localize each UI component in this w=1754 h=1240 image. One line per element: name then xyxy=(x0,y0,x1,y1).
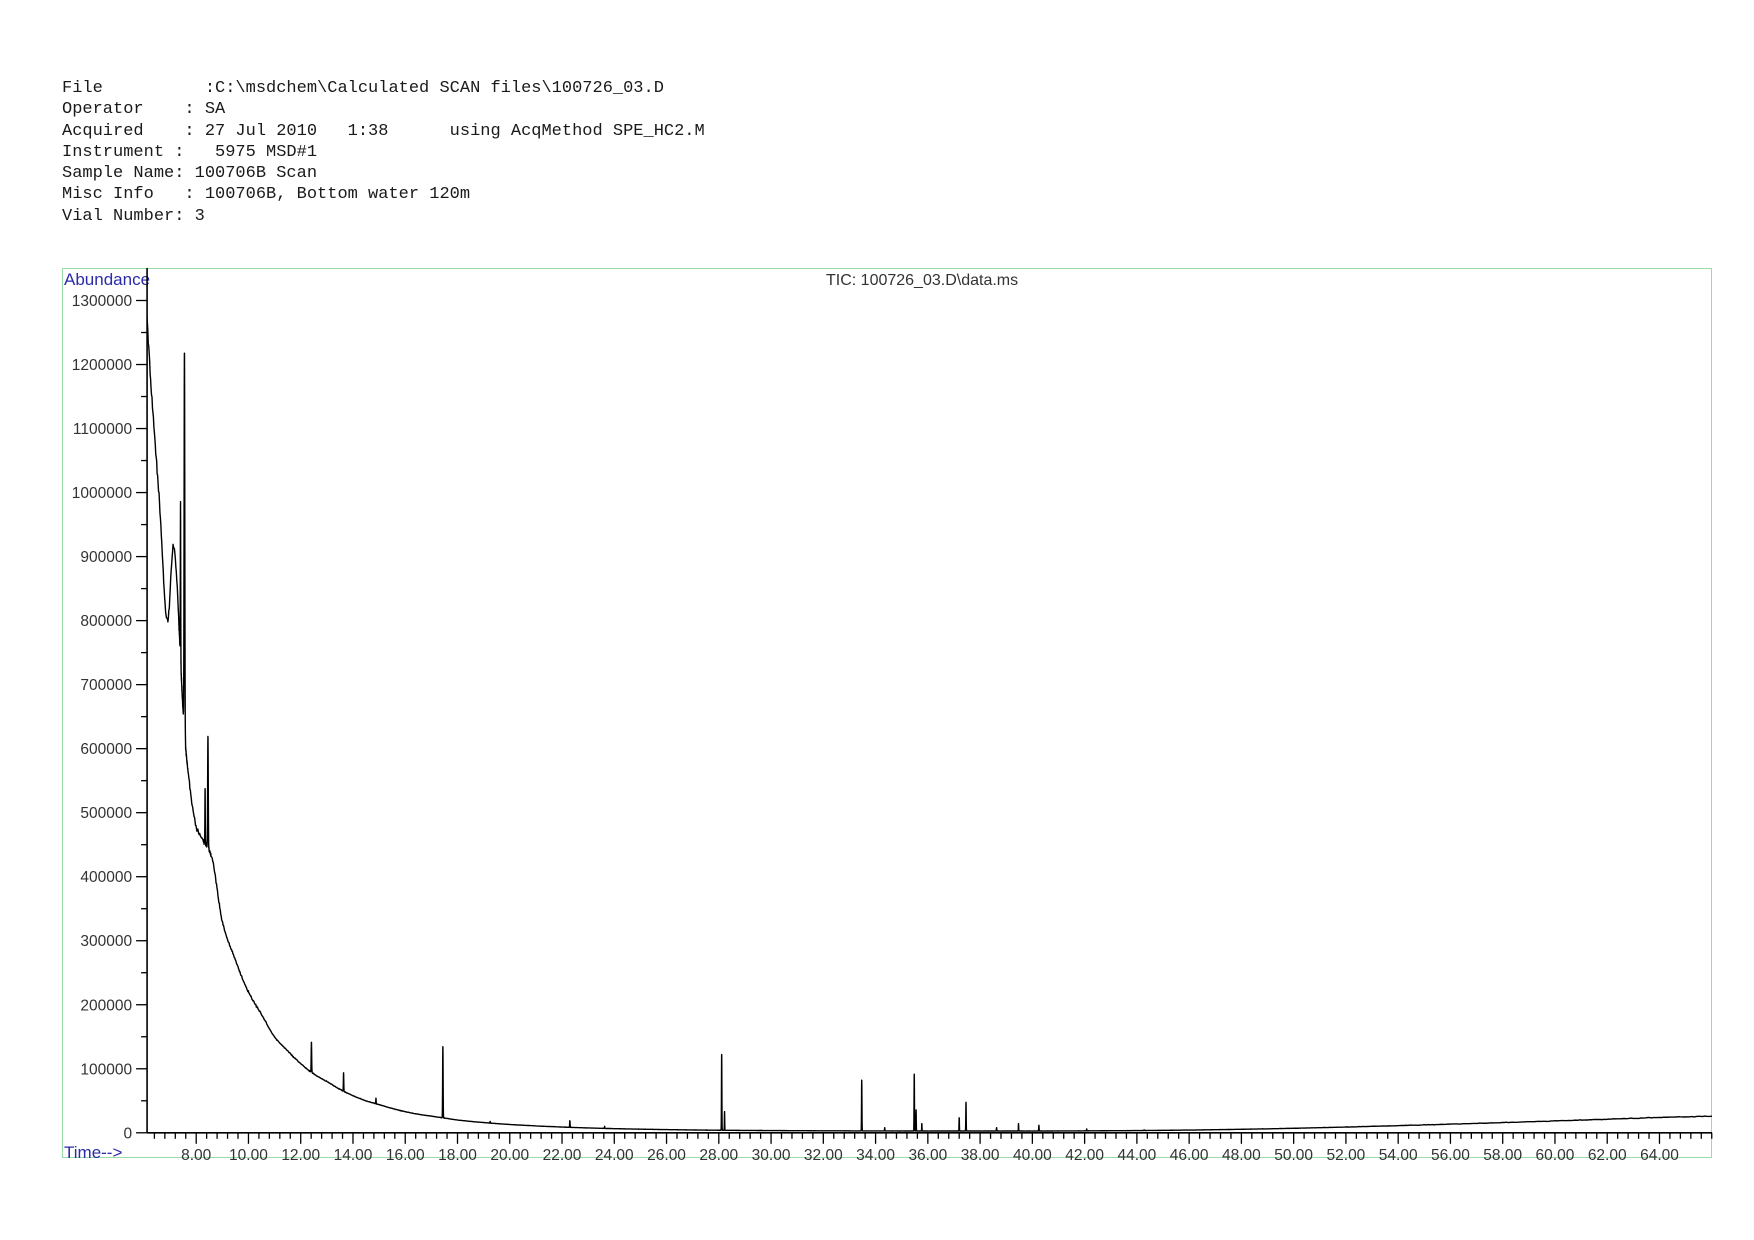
svg-text:60.00: 60.00 xyxy=(1536,1147,1575,1164)
svg-text:200000: 200000 xyxy=(80,997,132,1014)
svg-text:1200000: 1200000 xyxy=(72,357,133,374)
svg-text:1100000: 1100000 xyxy=(73,421,133,438)
svg-text:8.00: 8.00 xyxy=(181,1147,212,1164)
svg-text:12.00: 12.00 xyxy=(281,1147,320,1164)
svg-text:18.00: 18.00 xyxy=(438,1147,477,1164)
svg-text:46.00: 46.00 xyxy=(1170,1147,1209,1164)
svg-text:62.00: 62.00 xyxy=(1588,1147,1627,1164)
svg-text:34.00: 34.00 xyxy=(856,1147,895,1164)
svg-text:44.00: 44.00 xyxy=(1117,1147,1156,1164)
svg-text:64.00: 64.00 xyxy=(1640,1147,1679,1164)
svg-text:14.00: 14.00 xyxy=(334,1147,373,1164)
svg-text:30.00: 30.00 xyxy=(752,1147,791,1164)
svg-text:40.00: 40.00 xyxy=(1013,1147,1052,1164)
svg-text:16.00: 16.00 xyxy=(386,1147,425,1164)
svg-text:22.00: 22.00 xyxy=(543,1147,582,1164)
svg-text:800000: 800000 xyxy=(80,613,132,630)
svg-text:42.00: 42.00 xyxy=(1065,1147,1104,1164)
svg-text:600000: 600000 xyxy=(80,741,132,758)
svg-text:58.00: 58.00 xyxy=(1483,1147,1522,1164)
svg-text:1300000: 1300000 xyxy=(72,293,133,310)
svg-text:500000: 500000 xyxy=(80,805,132,822)
svg-text:26.00: 26.00 xyxy=(647,1147,686,1164)
svg-text:36.00: 36.00 xyxy=(908,1147,947,1164)
svg-text:48.00: 48.00 xyxy=(1222,1147,1261,1164)
svg-text:52.00: 52.00 xyxy=(1327,1147,1366,1164)
svg-text:54.00: 54.00 xyxy=(1379,1147,1418,1164)
svg-text:20.00: 20.00 xyxy=(490,1147,529,1164)
svg-text:300000: 300000 xyxy=(80,933,132,950)
svg-text:0: 0 xyxy=(123,1125,132,1142)
svg-text:38.00: 38.00 xyxy=(961,1147,1000,1164)
svg-text:100000: 100000 xyxy=(80,1061,132,1078)
svg-text:24.00: 24.00 xyxy=(595,1147,634,1164)
svg-text:1000000: 1000000 xyxy=(72,485,133,502)
svg-text:900000: 900000 xyxy=(80,549,132,566)
svg-text:10.00: 10.00 xyxy=(229,1147,268,1164)
svg-text:700000: 700000 xyxy=(80,677,132,694)
svg-text:400000: 400000 xyxy=(80,869,132,886)
svg-text:56.00: 56.00 xyxy=(1431,1147,1470,1164)
svg-text:50.00: 50.00 xyxy=(1274,1147,1313,1164)
svg-text:28.00: 28.00 xyxy=(699,1147,738,1164)
svg-text:32.00: 32.00 xyxy=(804,1147,843,1164)
